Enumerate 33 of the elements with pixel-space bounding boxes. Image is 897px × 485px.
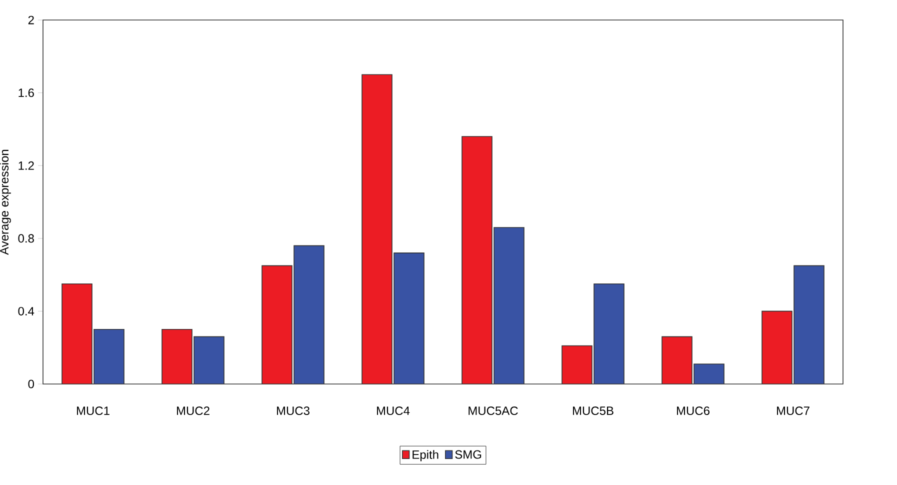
y-tick-label: 1.6: [18, 88, 34, 98]
y-tick-label: 2: [28, 16, 34, 24]
bar: [494, 227, 524, 384]
bar: [662, 336, 692, 384]
x-tick-label: MUC5B: [572, 406, 614, 416]
y-axis-title: Average expression: [0, 150, 11, 255]
bar: [762, 310, 792, 384]
bar: [462, 136, 492, 384]
bar: [62, 284, 92, 384]
bar: [294, 245, 324, 384]
bar: [562, 345, 592, 384]
x-tick-label: MUC7: [776, 406, 810, 416]
x-tick-label: MUC6: [676, 406, 710, 416]
x-tick-label: MUC4: [376, 406, 410, 416]
y-tick-label: 0.4: [18, 306, 34, 316]
x-tick-label: MUC3: [276, 406, 310, 416]
y-tick-label: 1.2: [18, 161, 34, 170]
bar: [594, 284, 624, 384]
y-tick-label: 0.8: [18, 234, 34, 243]
bar: [794, 265, 824, 384]
bar: [362, 74, 392, 384]
x-tick-label: MUC5AC: [468, 406, 518, 416]
legend-label: SMG: [455, 450, 482, 459]
x-tick-label: MUC1: [76, 406, 110, 416]
bar: [262, 265, 292, 384]
bar: [194, 336, 224, 384]
x-tick-label: MUC2: [176, 406, 210, 416]
bar: [162, 329, 192, 384]
legend-label: Epith: [412, 450, 438, 462]
bar: [394, 252, 424, 384]
bar: [694, 364, 724, 384]
y-tick-label: 0: [28, 380, 34, 388]
bar: [94, 329, 124, 384]
